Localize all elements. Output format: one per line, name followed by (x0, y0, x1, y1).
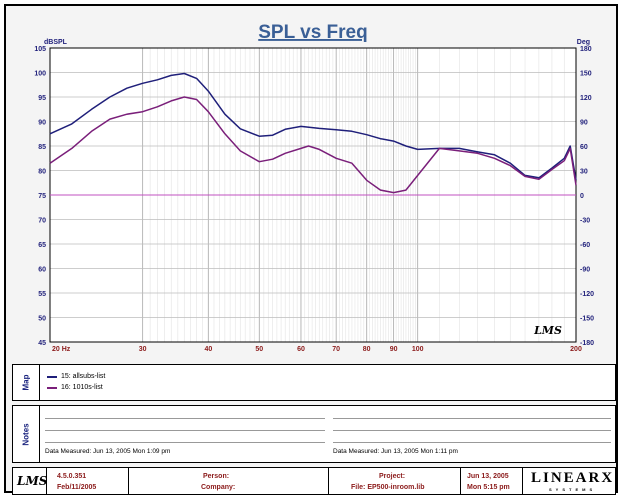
y-tick-label: 90 (38, 120, 46, 127)
linearx-logo-sub: SYSTEMS (549, 487, 597, 492)
y2-tick-label: -90 (580, 267, 590, 274)
person-label: Person: (203, 473, 230, 480)
version-date: Feb/11/2005 (57, 484, 97, 491)
y-tick-label: 80 (38, 169, 46, 176)
y2-tick-label: -150 (580, 316, 594, 323)
x-tick-label: 90 (390, 346, 398, 353)
x-tick-label: 30 (139, 346, 147, 353)
y-tick-label: 45 (38, 340, 46, 347)
y2-tick-label: 0 (580, 193, 584, 200)
lms-watermark: LMS (533, 324, 562, 337)
notes-side-label: Notes (13, 406, 40, 462)
x-tick-label: 80 (363, 346, 371, 353)
x-tick-label: 40 (204, 346, 212, 353)
footer-person-cell: Person: Company: (129, 468, 329, 494)
y2-tick-label: 30 (580, 169, 588, 176)
y-tick-label: 70 (38, 218, 46, 225)
note-line (333, 418, 611, 419)
map-panel: Map 15: allsubs-list 16: 1010s-list (12, 364, 616, 401)
right-measured-date: Data Measured: Jun 13, 2005 Mon 1:11 pm (333, 448, 458, 455)
footer-day-time: Mon 5:15 pm (467, 484, 510, 491)
x-tick-label: 200 (570, 346, 582, 353)
y2-tick-label: -180 (580, 340, 594, 347)
x-tick-label: 100 (412, 346, 424, 353)
legend-item-1010s: 16: 1010s-list (47, 384, 103, 391)
y2-axis-label: Deg (577, 39, 590, 46)
footer-date: Jun 13, 2005 (467, 473, 509, 480)
y2-tick-label: 90 (580, 120, 588, 127)
y-tick-label: 95 (38, 95, 46, 102)
footer-project-cell: Project: File: EP500-inroom.lib (329, 468, 461, 494)
footer-version-cell: 4.5.0.351 Feb/11/2005 (47, 468, 129, 494)
footer-date-cell: Jun 13, 2005 Mon 5:15 pm (461, 468, 523, 494)
y-tick-label: 50 (38, 316, 46, 323)
report-frame: SPL vs Freq 45 50 55 60 65 70 75 80 85 90 95 100 105 -… (4, 4, 618, 495)
y-tick-label: 55 (38, 291, 46, 298)
lms-logo: LMS (17, 474, 48, 488)
note-line (45, 418, 325, 419)
linearx-logo: LINEARX (531, 470, 615, 486)
note-line (333, 430, 611, 431)
y-tick-label: 100 (34, 71, 46, 78)
y-axis-label: dBSPL (44, 39, 68, 46)
footer-logo-cell: LMS (13, 468, 47, 494)
y-tick-label: 75 (38, 193, 46, 200)
footer-brand-cell: LINEARX SYSTEMS (523, 468, 615, 494)
y2-tick-label: 120 (580, 95, 592, 102)
chart-title: SPL vs Freq (258, 22, 367, 43)
x-tick-label: 50 (255, 346, 263, 353)
y2-tick-label: -120 (580, 291, 594, 298)
legend-swatch-allsubs (47, 375, 57, 378)
x-tick-label: 60 (297, 346, 305, 353)
y-tick-label: 85 (38, 144, 46, 151)
map-side-label: Map (13, 365, 40, 400)
company-label: Company: (201, 484, 236, 491)
y2-tick-label: 60 (580, 144, 588, 151)
legend-item-allsubs: 15: allsubs-list (47, 373, 105, 380)
y2-tick-label: -30 (580, 218, 590, 225)
file-label: File: EP500-inroom.lib (351, 484, 425, 491)
y-tick-label: 105 (34, 46, 46, 53)
y-tick-label: 60 (38, 267, 46, 274)
notes-panel: Notes Data Measured: Jun 13, 2005 Mon 1:… (12, 405, 616, 463)
y2-tick-label: 150 (580, 71, 592, 78)
y-tick-label: 65 (38, 242, 46, 249)
footer-bar: LMS 4.5.0.351 Feb/11/2005 Person: Compan… (12, 467, 616, 495)
note-line (45, 442, 325, 443)
project-label: Project: (379, 473, 406, 480)
version-number: 4.5.0.351 (57, 473, 87, 480)
legend-swatch-1010s (47, 386, 57, 389)
spl-chart: SPL vs Freq 45 50 55 60 65 70 75 80 85 90 95 100 105 -… (34, 22, 594, 353)
note-line (45, 430, 325, 431)
note-line (333, 442, 611, 443)
x-tick-label: 70 (332, 346, 340, 353)
left-measured-date: Data Measured: Jun 13, 2005 Mon 1:09 pm (45, 448, 171, 455)
y2-tick-label: 180 (580, 46, 592, 53)
series-line-1 (49, 96, 577, 194)
series-line-0 (49, 72, 577, 181)
x-tick-label: 20 Hz (52, 346, 71, 353)
y2-tick-label: -60 (580, 242, 590, 249)
